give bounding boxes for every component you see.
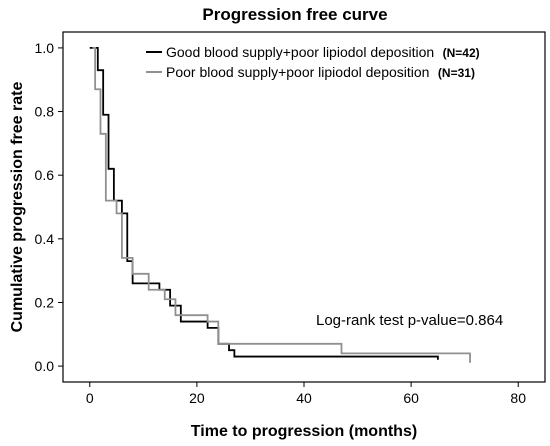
y-axis: 0.0 0.2 0.4 0.6 0.8 1.0 [35, 40, 63, 374]
y-tick-label: 0.8 [35, 104, 55, 120]
legend-entry-good: Good blood supply+poor lipiodol depositi… [166, 44, 480, 61]
y-axis-label: Cumulative progression free rate [9, 82, 26, 333]
legend-label-good: Good blood supply+poor lipiodol depositi… [166, 44, 434, 60]
x-tick-label: 40 [296, 390, 312, 406]
y-tick-label: 0.2 [35, 294, 55, 310]
x-axis: 0 20 40 60 80 [86, 382, 526, 406]
legend-label-poor: Poor blood supply+poor lipiodol depositi… [166, 64, 429, 80]
y-tick-label: 1.0 [35, 40, 55, 56]
y-tick-label: 0.0 [35, 358, 55, 374]
chart-title: Progression free curve [202, 5, 387, 24]
legend-entry-poor: Poor blood supply+poor lipiodol depositi… [166, 64, 475, 81]
legend-n-poor: (N=31) [438, 66, 475, 80]
x-axis-label: Time to progression (months) [191, 423, 417, 440]
y-tick-label: 0.4 [35, 231, 55, 247]
legend-n-good: (N=42) [443, 46, 480, 60]
series-layer [89, 47, 471, 363]
legend: Good blood supply+poor lipiodol depositi… [146, 44, 480, 81]
x-tick-label: 20 [189, 390, 205, 406]
survival-curve-poor [92, 47, 471, 363]
log-rank-annotation: Log-rank test p-value=0.864 [316, 312, 503, 329]
x-tick-label: 0 [86, 390, 94, 406]
x-tick-label: 80 [510, 390, 526, 406]
y-tick-label: 0.6 [35, 167, 55, 183]
x-tick-label: 60 [403, 390, 419, 406]
